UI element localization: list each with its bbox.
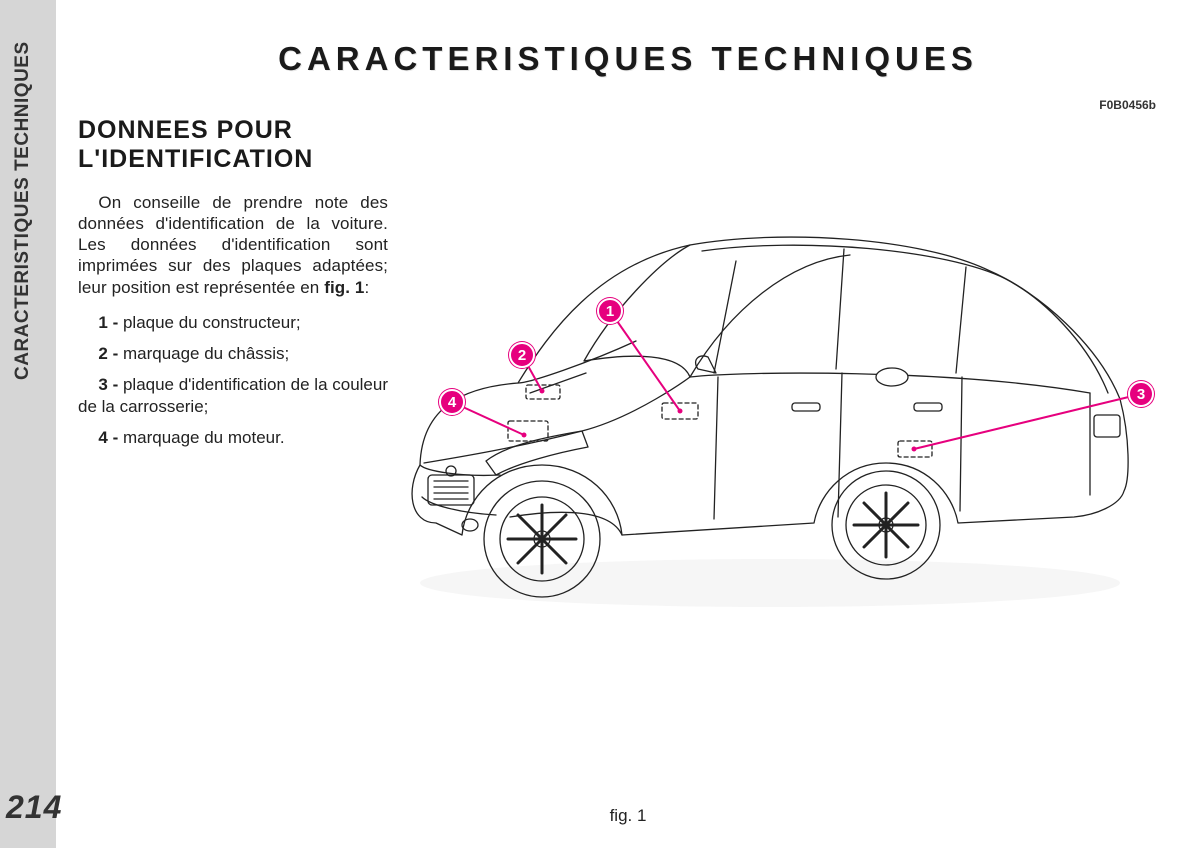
legend-num-2: 2 - [98, 344, 118, 363]
legend-text-3: plaque d'identification de la couleur de… [78, 375, 388, 415]
intro-text-b: : [364, 278, 369, 297]
legend-num-4: 4 - [98, 428, 118, 447]
figure-caption: fig. 1 [0, 806, 1200, 826]
text-column: DONNEES POUR L'IDENTIFICATION On conseil… [78, 116, 388, 458]
legend-item-4: 4 - marquage du moteur. [78, 427, 388, 448]
legend-text-1: plaque du constructeur; [118, 313, 300, 332]
callout-4: 4 [439, 389, 465, 415]
side-band: CARACTERISTIQUES TECHNIQUES 214 [0, 0, 56, 848]
section-title: DONNEES POUR L'IDENTIFICATION [78, 116, 388, 174]
legend-item-1: 1 - plaque du constructeur; [78, 312, 388, 333]
callout-2: 2 [509, 342, 535, 368]
callout-3: 3 [1128, 381, 1154, 407]
page-title: CARACTERISTIQUES TECHNIQUES [56, 40, 1200, 78]
legend-item-2: 2 - marquage du châssis; [78, 343, 388, 364]
legend-text-4: marquage du moteur. [118, 428, 284, 447]
intro-paragraph: On conseille de prendre note des données… [78, 192, 388, 298]
side-band-label: CARACTERISTIQUES TECHNIQUES [12, 41, 34, 380]
callout-1: 1 [597, 298, 623, 324]
legend-num-1: 1 - [98, 313, 118, 332]
figure: 1 2 3 4 [400, 145, 1160, 745]
legend-text-2: marquage du châssis; [118, 344, 289, 363]
intro-figref: fig. 1 [324, 278, 364, 297]
legend-item-3: 3 - plaque d'identification de la couleu… [78, 374, 388, 417]
figure-code: F0B0456b [1099, 98, 1156, 112]
section-title-line1: DONNEES POUR [78, 116, 293, 144]
car-illustration [400, 145, 1160, 745]
legend-num-3: 3 - [98, 375, 118, 394]
section-title-line2: L'IDENTIFICATION [78, 145, 313, 173]
